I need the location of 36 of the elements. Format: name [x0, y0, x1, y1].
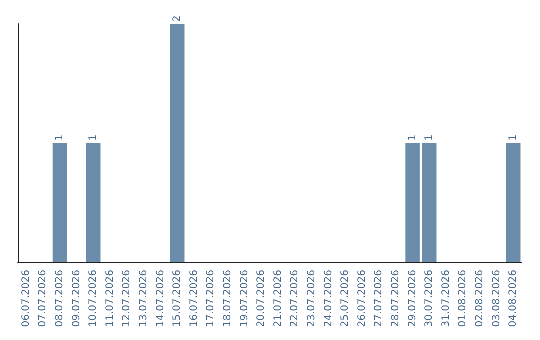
data-label: 1 [407, 134, 418, 141]
x-tick-label: 22.07.2026 [290, 270, 301, 328]
x-tick-label: 02.08.2026 [474, 270, 486, 328]
x-tick-label: 13.07.2026 [138, 270, 150, 328]
x-tick-label: 06.07.2026 [20, 270, 32, 328]
x-tick-label: 21.07.2026 [272, 270, 284, 328]
data-label: 1 [508, 134, 520, 141]
data-label: 1 [54, 134, 66, 141]
x-tick-label: 12.07.2026 [122, 270, 133, 328]
x-tick-label: 11.07.2026 [104, 270, 116, 328]
x-tick-label: 03.08.2026 [491, 270, 502, 328]
x-tick-label: 08.07.2026 [54, 270, 66, 328]
x-tick-label: 28.07.2026 [390, 270, 402, 328]
x-tick-label: 07.07.2026 [38, 270, 49, 328]
x-tick-label: 19.07.2026 [239, 270, 250, 328]
x-tick-label: 04.08.2026 [508, 270, 520, 328]
x-tick-label: 27.07.2026 [374, 270, 385, 328]
x-tick-label: 31.07.2026 [440, 270, 452, 328]
x-tick-label: 09.07.2026 [71, 270, 82, 328]
x-tick-label: 16.07.2026 [188, 270, 200, 328]
x-tick-label: 18.07.2026 [222, 270, 234, 328]
data-label: 2 [172, 16, 184, 22]
x-tick-label: 20.07.2026 [256, 270, 268, 328]
data-label: 1 [88, 134, 100, 141]
x-tick-label: 25.07.2026 [340, 270, 352, 328]
x-tick-label: 23.07.2026 [306, 270, 318, 328]
x-tick-label: 24.07.2026 [323, 270, 334, 328]
x-tick-label: 15.07.2026 [172, 270, 184, 328]
x-tick-label: 29.07.2026 [407, 270, 418, 328]
x-tick-label: 26.07.2026 [356, 270, 368, 328]
x-tick-label: 17.07.2026 [206, 270, 217, 328]
x-tick-label: 01.08.2026 [458, 270, 469, 328]
x-tick-label: 14.07.2026 [155, 270, 166, 328]
data-label: 1 [424, 134, 436, 141]
x-tick-label: 30.07.2026 [424, 270, 436, 328]
x-tick-label: 10.07.2026 [88, 270, 100, 328]
